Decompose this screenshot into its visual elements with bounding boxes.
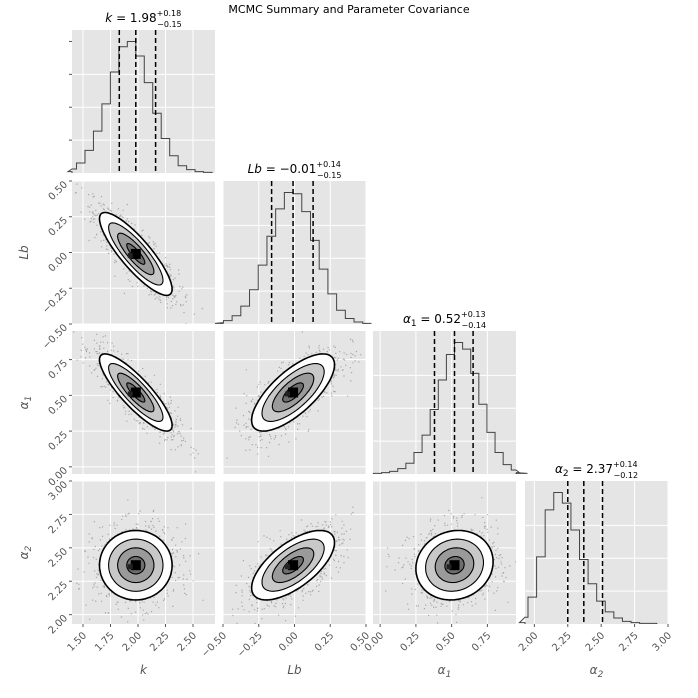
xtick-label-a1-3: 0.75 [470, 630, 494, 654]
pair-panel-k-a2 [72, 480, 215, 624]
xtick-label-k-3: 2.25 [148, 630, 172, 654]
scatter-Lb-a2 [232, 506, 354, 624]
hist-title-a2: α2 = 2.37+0.14 −0.12 [555, 460, 638, 480]
hist-panel-k: k = 1.98+0.18 −0.15 [66, 9, 215, 173]
density-core2-k-Lb [127, 252, 133, 258]
yaxis-label-Lb: Lb [17, 245, 31, 260]
xtick-label-k-4: 2.50 [176, 630, 200, 654]
yaxis-label-a1: α1 [17, 396, 34, 410]
density-core-Lb-a1 [288, 387, 299, 398]
xtick-label-k-0: 1.50 [66, 630, 90, 654]
xaxis-label-k: k [140, 663, 148, 677]
density-core2-k-a2 [127, 564, 133, 570]
ytick-label-a1-1: 0.25 [47, 429, 71, 453]
ytick-label-Lb-0: −0.50 [41, 322, 70, 351]
hist-bg-a2 [525, 481, 668, 624]
hist-bg-a1 [373, 331, 516, 474]
pair-panel-Lb-a1 [222, 331, 367, 474]
hist-title-k: k = 1.98+0.18 −0.15 [105, 9, 181, 29]
figure-title: MCMC Summary and Parameter Covariance [228, 3, 469, 16]
xtick-label-k-2: 2.00 [121, 630, 145, 654]
ytick-label-a2-1: 2.25 [47, 580, 71, 604]
pair-panel-Lb-a2 [222, 480, 367, 624]
density-core2-Lb-a2 [285, 564, 291, 570]
scatter-points-Lb-a2 [232, 506, 354, 624]
hist-panel-a2: α2 = 2.37+0.14 −0.12 [518, 460, 669, 624]
xtick-label-Lb-3: 0.25 [313, 630, 337, 654]
xtick-label-k-1: 1.75 [93, 630, 117, 654]
hist-bg-k [72, 30, 215, 173]
density-core2-k-a1 [127, 391, 133, 397]
hist-panel-Lb: Lb = −0.01+0.14 −0.15 [214, 160, 372, 324]
xtick-label-a2-4: 3.00 [651, 630, 675, 654]
hist-title-Lb: Lb = −0.01+0.14 −0.15 [248, 160, 342, 180]
density-core2-Lb-a1 [285, 391, 291, 397]
xtick-label-Lb-1: −0.25 [235, 630, 264, 659]
ytick-label-Lb-4: 0.50 [47, 179, 71, 203]
xtick-label-a2-1: 2.25 [550, 630, 574, 654]
xtick-label-a1-1: 0.25 [398, 630, 422, 654]
histogram-a2 [518, 491, 658, 624]
ytick-label-Lb-2: 0.00 [47, 251, 71, 275]
xtick-label-Lb-0: −0.50 [200, 630, 229, 659]
ytick-label-a2-0: 2.00 [47, 613, 71, 637]
density-core-a1-a2 [449, 560, 460, 571]
ytick-label-a2-3: 2.75 [47, 513, 71, 537]
ytick-label-Lb-3: 0.25 [47, 215, 71, 239]
ytick-label-Lb-1: −0.25 [41, 287, 70, 316]
xtick-label-a2-0: 2.00 [517, 630, 541, 654]
pair-panel-k-a1 [72, 331, 215, 474]
ytick-label-a2-2: 2.50 [47, 546, 71, 570]
yaxis-label-a2: α2 [17, 545, 34, 559]
density-core-k-a1 [130, 387, 141, 398]
xtick-label-a2-2: 2.50 [584, 630, 608, 654]
hist-panel-a1: α1 = 0.52+0.13 −0.14 [372, 310, 528, 474]
ytick-label-a1-3: 0.75 [47, 358, 71, 382]
density-core-k-Lb [130, 248, 141, 259]
density-core-k-a2 [130, 560, 141, 571]
xtick-label-a1-2: 0.50 [434, 630, 458, 654]
hist-title-a1: α1 = 0.52+0.13 −0.14 [403, 310, 486, 330]
density-core2-a1-a2 [446, 564, 452, 570]
density-core-Lb-a2 [288, 560, 299, 571]
xaxis-label-a2: α2 [590, 663, 604, 680]
pair-panel-a1-a2 [373, 480, 516, 624]
xaxis-label-a1: α1 [438, 663, 452, 680]
xtick-label-a2-3: 2.75 [617, 630, 641, 654]
xaxis-label-Lb: Lb [287, 663, 302, 677]
ytick-label-a1-2: 0.50 [47, 394, 71, 418]
pair-panel-k-Lb [72, 180, 215, 325]
xtick-label-Lb-2: 0.00 [277, 630, 301, 654]
